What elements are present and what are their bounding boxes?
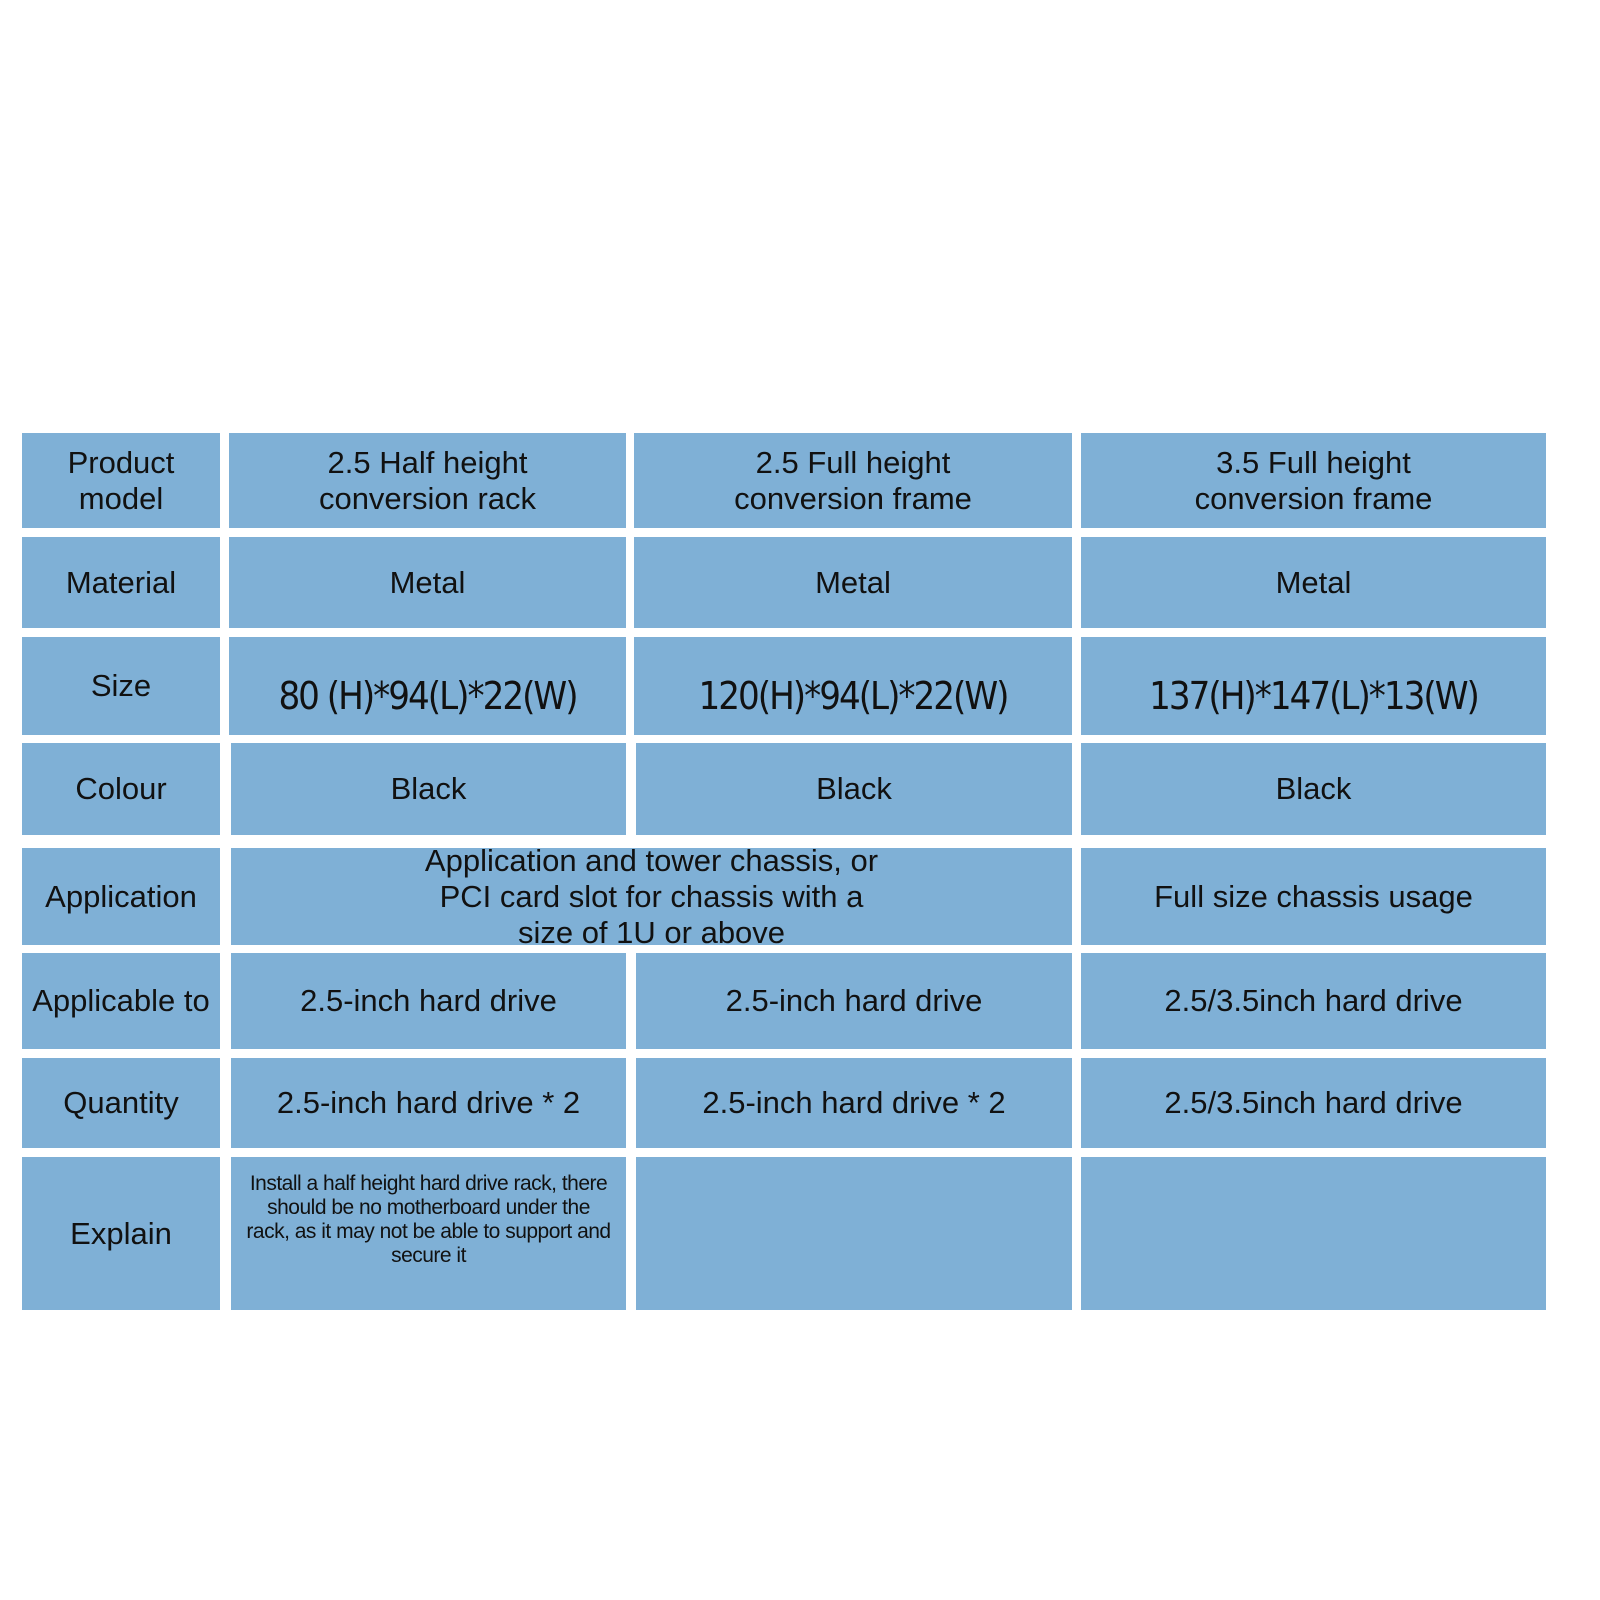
cell-colour-2: Black: [636, 743, 1072, 835]
cell-applicable-2: 2.5-inch hard drive: [636, 953, 1072, 1049]
row-label-application: Application: [22, 848, 220, 945]
cell-material-1: Metal: [229, 537, 626, 628]
cell-explain-1: Install a half height hard drive rack, t…: [231, 1157, 626, 1310]
cell-applicable-1: 2.5-inch hard drive: [231, 953, 626, 1049]
cell-quantity-1: 2.5-inch hard drive * 2: [231, 1058, 626, 1148]
cell-colour-1: Black: [231, 743, 626, 835]
cell-applicable-3: 2.5/3.5inch hard drive: [1081, 953, 1546, 1049]
cell-size-2: 120(H)*94(L)*22(W): [634, 637, 1072, 735]
row-label-product-model: Product model: [22, 433, 220, 528]
cell-size-3: 137(H)*147(L)*13(W): [1081, 637, 1546, 735]
row-label-colour: Colour: [22, 743, 220, 835]
cell-size-1: 80 (H)*94(L)*22(W): [229, 637, 626, 735]
cell-model-3: 3.5 Full height conversion frame: [1081, 433, 1546, 528]
cell-application-3: Full size chassis usage: [1081, 848, 1546, 945]
row-label-quantity: Quantity: [22, 1058, 220, 1148]
cell-material-2: Metal: [634, 537, 1072, 628]
cell-explain-2: [636, 1157, 1072, 1310]
cell-application-merged: Application and tower chassis, or PCI ca…: [231, 843, 1072, 950]
row-label-applicable-to: Applicable to: [22, 953, 220, 1049]
cell-model-1: 2.5 Half height conversion rack: [229, 433, 626, 528]
row-label-material: Material: [22, 537, 220, 628]
cell-quantity-3: 2.5/3.5inch hard drive: [1081, 1058, 1546, 1148]
cell-explain-3: [1081, 1157, 1546, 1310]
row-label-size: Size: [22, 637, 220, 735]
cell-material-3: Metal: [1081, 537, 1546, 628]
row-label-explain: Explain: [22, 1157, 220, 1310]
cell-colour-3: Black: [1081, 743, 1546, 835]
cell-quantity-2: 2.5-inch hard drive * 2: [636, 1058, 1072, 1148]
cell-model-2: 2.5 Full height conversion frame: [634, 433, 1072, 528]
